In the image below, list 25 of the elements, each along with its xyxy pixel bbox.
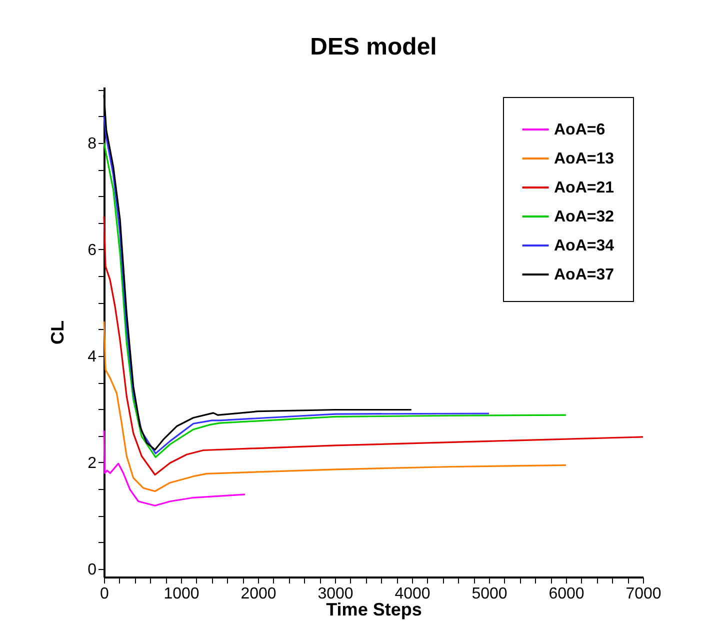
x-tick-label: 1000: [164, 586, 200, 602]
legend-label: AoA=32: [554, 208, 614, 226]
x-tick-label: 7000: [626, 586, 662, 602]
x-tick-label: 3000: [318, 586, 354, 602]
x-axis-title: Time Steps: [326, 600, 422, 620]
x-tick-label: 4000: [394, 586, 430, 602]
legend-label: AoA=37: [554, 266, 614, 284]
y-tick-label: 6: [88, 242, 97, 259]
x-tick-label: 2000: [240, 586, 276, 602]
y-axis-title: CL: [48, 320, 68, 344]
line-series: [103, 430, 246, 506]
x-tick-label: 6000: [548, 586, 584, 602]
y-tick-label: 0: [88, 562, 97, 579]
y-tick-label: 8: [88, 135, 97, 152]
line-series: [103, 320, 567, 492]
y-tick-label: 2: [88, 454, 97, 472]
legend-label: AoA=6: [554, 122, 606, 138]
y-tick-label: 4: [88, 348, 97, 366]
legend-label: AoA=21: [554, 180, 614, 196]
line-series: [103, 115, 490, 454]
legend-label: AoA=34: [554, 238, 614, 254]
legend-label: AoA=13: [554, 150, 614, 168]
x-tick-label: 5000: [472, 586, 508, 602]
chart-title: DES model: [310, 34, 437, 61]
x-tick-label: 0: [100, 586, 110, 602]
